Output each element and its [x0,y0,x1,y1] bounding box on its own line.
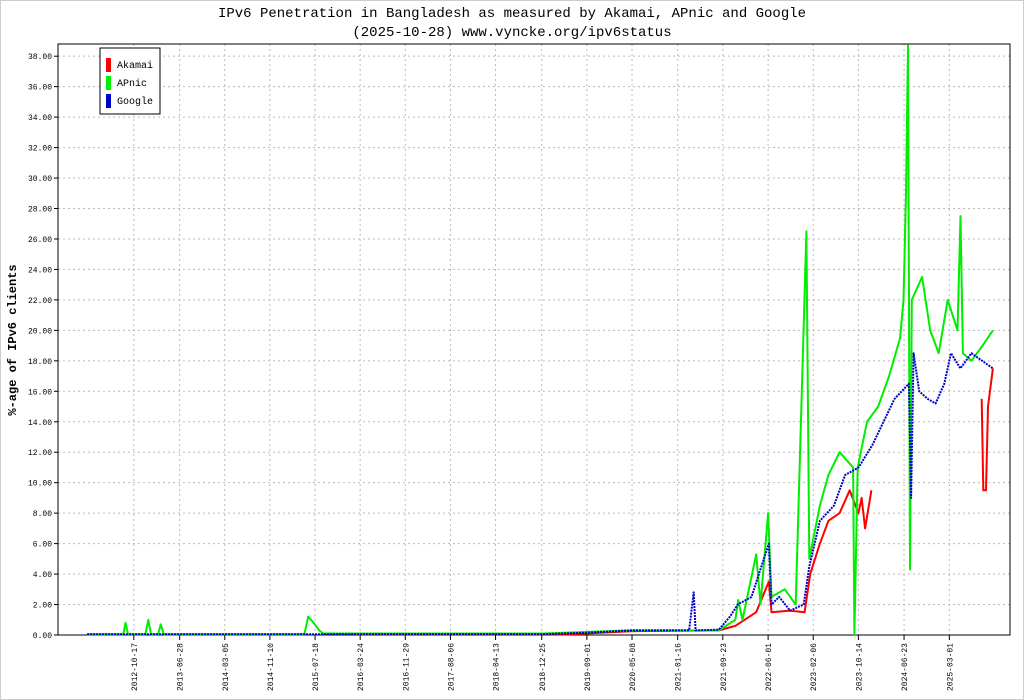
y-tick-label: 30.00 [28,175,52,184]
x-tick-label: 2021-09-23 [720,643,729,691]
x-tick-label: 2025-03-01 [946,643,955,691]
y-tick-label: 12.00 [28,449,52,458]
legend-swatch [106,76,111,90]
x-tick-label: 2020-05-08 [629,643,638,691]
x-tick-label: 2013-06-28 [177,643,186,691]
y-tick-label: 22.00 [28,297,52,306]
x-tick-label: 2012-10-17 [131,643,140,691]
legend-label: Google [117,96,153,108]
x-tick-label: 2016-03-24 [357,643,366,691]
legend-label: Akamai [117,60,153,72]
x-tick-label: 2014-11-10 [267,643,276,691]
chart-subtitle: (2025-10-28) www.vyncke.org/ipv6status [352,25,671,41]
y-tick-label: 20.00 [28,327,52,336]
y-tick-label: 18.00 [28,358,52,367]
series-line [87,44,994,636]
legend-swatch [106,94,111,108]
y-tick-label: 36.00 [28,84,52,93]
x-tick-label: 2015-07-18 [312,643,321,691]
y-tick-label: 38.00 [28,53,52,62]
y-tick-label: 28.00 [28,206,52,215]
y-tick-label: 0.00 [33,632,52,641]
x-tick-label: 2016-11-29 [402,643,411,691]
y-tick-label: 4.00 [33,571,52,580]
y-tick-label: 10.00 [28,480,52,489]
y-tick-label: 14.00 [28,419,52,428]
y-tick-label: 24.00 [28,266,52,275]
x-tick-label: 2023-02-06 [810,643,819,691]
x-tick-label: 2021-01-16 [675,643,684,691]
y-tick-label: 2.00 [33,602,52,611]
x-tick-label: 2023-10-14 [855,643,864,691]
legend-label: APnic [117,78,147,90]
y-tick-label: 8.00 [33,510,52,519]
y-tick-label: 32.00 [28,145,52,154]
y-tick-label: 34.00 [28,114,52,123]
x-tick-label: 2018-12-25 [539,643,548,691]
y-tick-label: 6.00 [33,541,52,550]
x-tick-label: 2014-03-05 [222,643,231,691]
series-line [87,352,994,636]
y-tick-label: 16.00 [28,388,52,397]
x-tick-label: 2017-08-06 [447,643,456,691]
x-tick-label: 2022-06-01 [765,643,774,691]
x-tick-label: 2024-06-23 [901,643,910,691]
y-tick-label: 26.00 [28,236,52,245]
x-tick-label: 2018-04-13 [493,643,502,691]
legend-swatch [106,58,111,72]
y-axis-label: %-age of IPv6 clients [6,264,20,415]
chart-title: IPv6 Penetration in Bangladesh as measur… [218,6,806,22]
x-tick-label: 2019-09-01 [584,643,593,691]
